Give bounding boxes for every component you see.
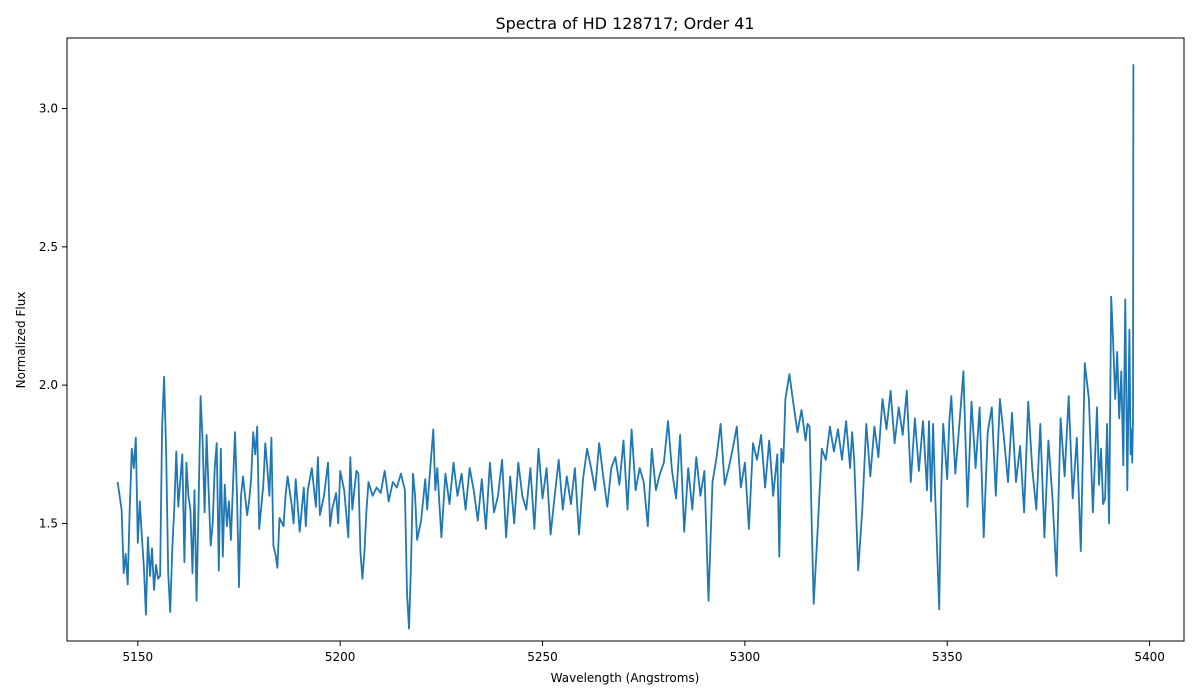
x-tick-label: 5250 bbox=[527, 650, 558, 664]
x-axis-label: Wavelength (Angstroms) bbox=[551, 671, 700, 685]
y-tick-label: 2.0 bbox=[39, 378, 58, 392]
y-tick-label: 2.5 bbox=[39, 240, 58, 254]
plot-area bbox=[116, 64, 1135, 630]
x-tick-label: 5200 bbox=[325, 650, 356, 664]
x-axis: 5150 5200 5250 5300 5350 5400 bbox=[123, 641, 1165, 664]
series-line-spectrum bbox=[116, 64, 1135, 630]
y-axis: 1.5 2.0 2.5 3.0 bbox=[39, 102, 67, 530]
x-tick-label: 5300 bbox=[730, 650, 761, 664]
x-tick-label: 5350 bbox=[932, 650, 963, 664]
y-tick-label: 1.5 bbox=[39, 516, 58, 530]
x-tick-label: 5400 bbox=[1134, 650, 1165, 664]
y-axis-label: Normalized Flux bbox=[14, 292, 28, 389]
x-tick-label: 5150 bbox=[123, 650, 154, 664]
y-tick-label: 3.0 bbox=[39, 102, 58, 116]
chart-title: Spectra of HD 128717; Order 41 bbox=[495, 14, 754, 33]
axes-frame bbox=[66, 37, 1185, 642]
